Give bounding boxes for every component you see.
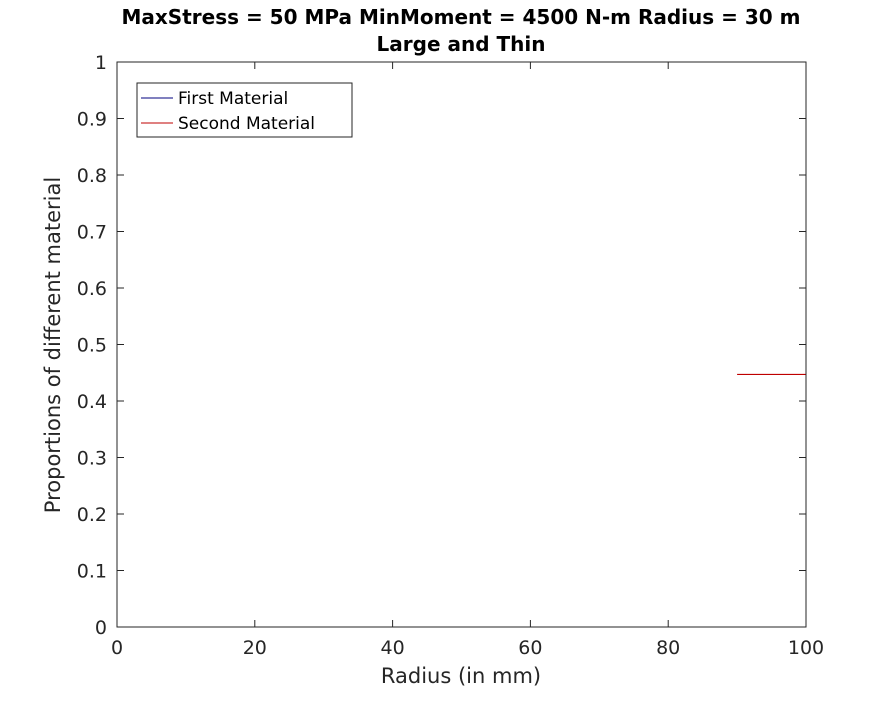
x-tick-label: 40 xyxy=(381,637,405,659)
y-tick-label: 0.5 xyxy=(77,335,107,357)
y-axis-label: Proportions of different material xyxy=(41,177,65,513)
y-tick-label: 0.3 xyxy=(77,448,107,470)
chart-subtitle: Large and Thin xyxy=(377,32,546,56)
y-tick-label: 0.6 xyxy=(77,278,107,300)
axes-layer xyxy=(116,61,807,628)
x-tick-label: 0 xyxy=(111,637,123,659)
y-tick-label: 0.2 xyxy=(77,504,107,526)
chart-title: MaxStress = 50 MPa MinMoment = 4500 N-m … xyxy=(122,5,801,29)
x-tick-label: 80 xyxy=(656,637,680,659)
y-tick-label: 0.9 xyxy=(77,109,107,131)
y-tick-label: 0.1 xyxy=(77,561,107,583)
y-tick-label: 0.8 xyxy=(77,165,107,187)
plot-area xyxy=(117,62,806,627)
y-tick-label: 0.7 xyxy=(77,222,107,244)
legend-label-first-material: First Material xyxy=(178,89,288,109)
x-axis-label: Radius (in mm) xyxy=(381,664,541,688)
legend-label-second-material: Second Material xyxy=(178,114,315,134)
legend-box xyxy=(136,82,353,138)
x-tick-label: 20 xyxy=(243,637,267,659)
x-tick-label: 100 xyxy=(788,637,824,659)
y-tick-label: 0 xyxy=(95,617,107,639)
y-tick-label: 1 xyxy=(95,52,107,74)
x-tick-labels: 0 20 40 60 80 100 xyxy=(111,637,824,659)
legend: First Material Second Material xyxy=(136,82,353,138)
y-tick-labels: 0 0.1 0.2 0.3 0.4 0.5 0.6 0.7 0.8 0.9 1 xyxy=(77,52,107,639)
x-tick-label: 60 xyxy=(518,637,542,659)
y-tick-label: 0.4 xyxy=(77,391,107,413)
